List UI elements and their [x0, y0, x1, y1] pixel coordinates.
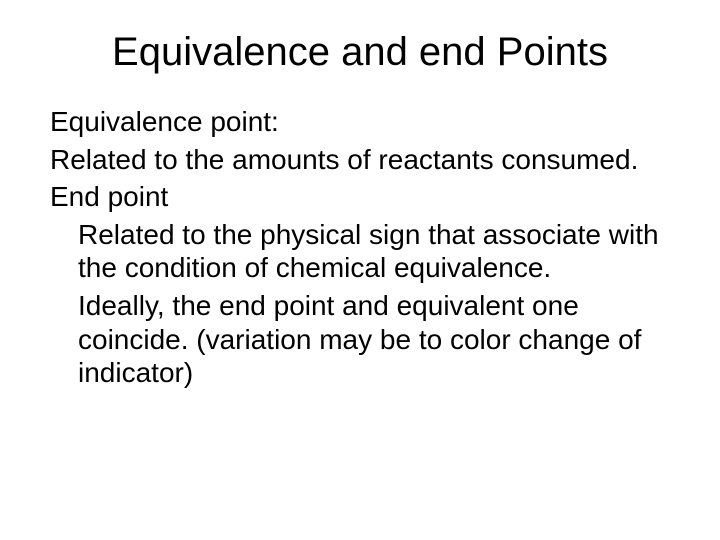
- equivalence-point-label: Equivalence point:: [50, 105, 670, 139]
- equivalence-point-description: Related to the amounts of reactants cons…: [50, 143, 670, 177]
- end-point-description-1: Related to the physical sign that associ…: [78, 218, 670, 285]
- slide-title: Equivalence and end Points: [50, 30, 670, 75]
- slide-body: Equivalence point: Related to the amount…: [50, 105, 670, 390]
- end-point-label: End point: [50, 180, 670, 214]
- slide: Equivalence and end Points Equivalence p…: [0, 0, 720, 540]
- end-point-description-2: Ideally, the end point and equivalent on…: [78, 289, 670, 390]
